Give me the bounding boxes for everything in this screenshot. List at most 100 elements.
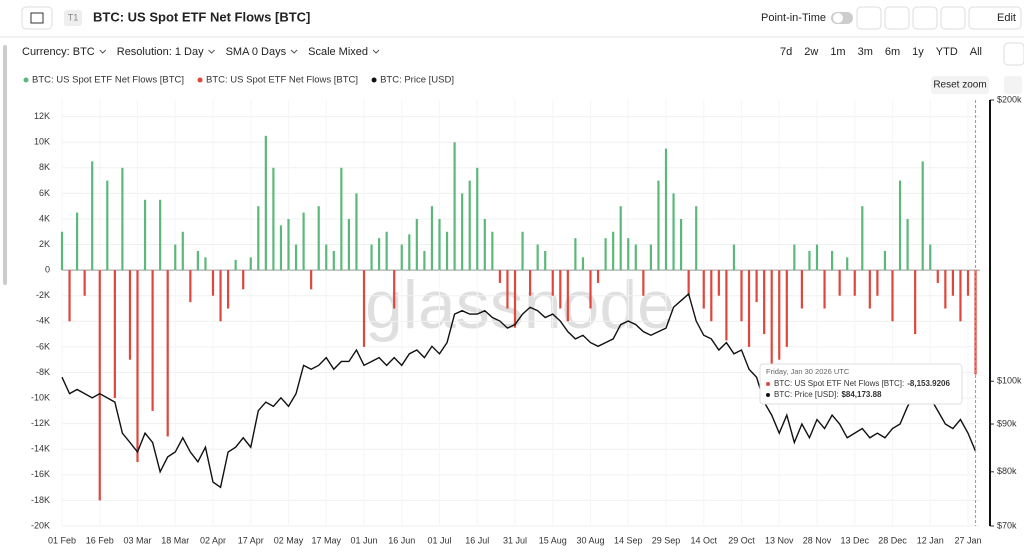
tooltip-value: -8,153.9206 [907,379,950,388]
camera-button[interactable] [1004,76,1022,94]
x-tick-label: 28 Dec [878,535,907,545]
bar [544,250,547,271]
bar [91,161,94,271]
bar [846,257,849,271]
range-button[interactable]: YTD [936,46,958,58]
bar [868,270,871,309]
bar [951,270,954,296]
share-button[interactable] [912,6,938,30]
bar [627,238,630,271]
alert-button[interactable] [884,6,910,30]
bar [740,270,743,322]
bar [423,250,426,271]
bar [393,270,396,309]
y-tick-label: 12K [34,111,50,121]
bar [747,270,751,347]
bar [219,270,222,322]
bar [60,231,64,271]
bar [294,244,298,271]
bar [506,270,509,309]
bar [234,259,237,271]
edit-button[interactable] [968,6,1022,30]
control[interactable]: SMA 0 Days [226,46,287,58]
bar [189,270,192,303]
tooltip-label: BTC: US Spot ETF Net Flows [BTC]: [774,379,904,388]
range-button[interactable]: 6m [885,46,900,58]
bar [838,270,841,296]
x-tick-label: 28 Nov [803,535,832,545]
range-button[interactable]: 2w [804,46,818,58]
bar [196,250,199,271]
range-button[interactable]: 7d [780,46,792,58]
bar [400,244,403,271]
bar [257,206,260,271]
y-tick-label: -10K [31,392,50,402]
bar [166,270,169,437]
bar [181,231,184,271]
bar [785,270,788,347]
legend-dot [197,77,203,83]
range-button[interactable]: 1y [912,46,924,58]
bar [362,270,366,347]
control[interactable]: Scale Mixed [308,46,368,58]
bar [755,270,758,303]
chevron [290,49,298,54]
x-tick-label: 30 Aug [576,535,604,545]
tooltip-date: Friday, Jan 30 2026 UTC [766,367,850,376]
bar [657,180,660,271]
bar [642,270,645,296]
bar [876,270,879,296]
legend-label: BTC: US Spot ETF Net Flows [BTC] [32,75,184,86]
price-line [61,292,977,489]
bar [76,212,79,271]
x-tick-label: 02 Apr [200,535,226,545]
chevron [208,49,215,54]
y-tick-label: -12K [31,418,50,428]
edit-text: Edit [997,12,1016,24]
bar [891,270,894,322]
watermark: glassnode [365,267,675,343]
reset-zoom-button[interactable] [931,76,989,94]
sidebar-button[interactable] [21,6,53,30]
y2-tick-label: $80k [997,466,1017,476]
legend-label: BTC: Price [USD] [380,75,454,86]
bar [559,270,562,309]
x-tick-label: 27 Jan [954,535,981,545]
bar [649,244,652,271]
chevron [99,49,107,54]
bar [883,250,887,271]
control[interactable]: Currency: BTC [22,46,95,58]
bar [831,250,834,271]
range-button[interactable]: 3m [858,46,873,58]
chevron [372,49,380,54]
bar [174,244,177,271]
bar [672,193,675,271]
bar [914,270,917,335]
range-button[interactable]: 1m [830,46,845,58]
x-tick-label: 01 Jun [350,535,377,545]
tooltip-dot [766,393,770,397]
bar [604,238,607,271]
range-button[interactable]: All [970,46,982,58]
copy-button[interactable] [940,6,966,30]
bar [408,234,411,271]
bar [113,270,116,399]
bar [551,270,554,296]
bar [204,257,207,271]
bar [317,206,320,271]
bar [664,148,668,271]
bar [461,193,464,271]
bar [143,199,147,271]
bar [732,244,736,271]
y-tick-label: 6K [39,188,50,198]
bar [853,270,856,296]
bar [68,270,71,322]
calendar-button[interactable] [1003,42,1024,66]
bar [680,218,683,271]
icon [30,12,44,24]
y-tick-label: -16K [31,469,50,479]
bar [687,270,690,296]
star-button[interactable] [856,6,882,30]
x-tick-label: 16 Jun [388,535,415,545]
control[interactable]: Resolution: 1 Day [117,46,204,58]
